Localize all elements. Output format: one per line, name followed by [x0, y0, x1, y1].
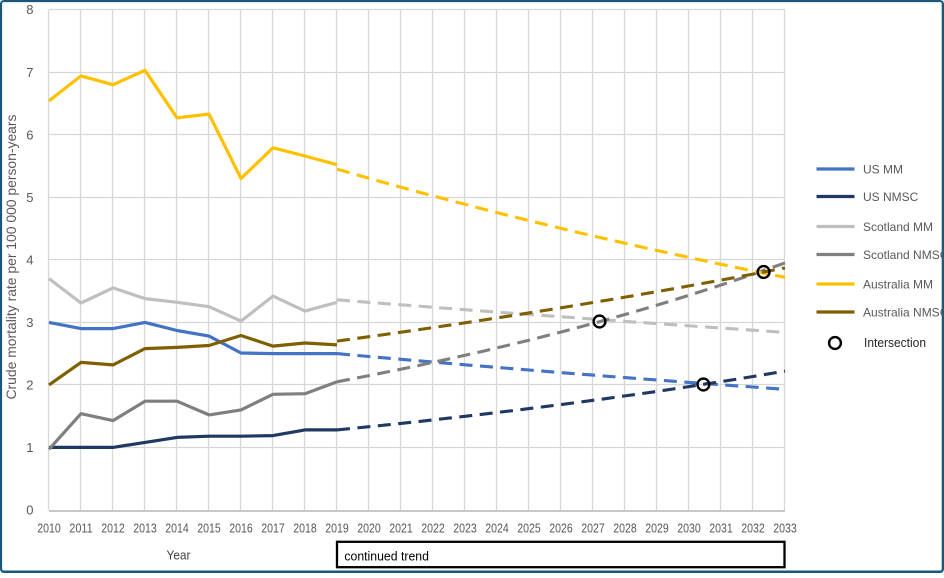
svg-text:US NMSC: US NMSC [863, 190, 919, 204]
svg-text:4: 4 [26, 252, 33, 267]
svg-text:2013: 2013 [133, 520, 157, 535]
svg-text:0: 0 [26, 503, 33, 518]
svg-text:Intersection: Intersection [864, 336, 926, 350]
svg-text:2027: 2027 [581, 520, 605, 535]
svg-text:Scotland NMSC: Scotland NMSC [863, 248, 944, 262]
svg-text:2025: 2025 [517, 520, 541, 535]
svg-text:2031: 2031 [709, 520, 733, 535]
svg-text:2028: 2028 [613, 520, 637, 535]
svg-text:2014: 2014 [165, 520, 189, 535]
svg-text:3: 3 [26, 315, 33, 330]
svg-text:2019: 2019 [325, 520, 349, 535]
svg-text:2010: 2010 [37, 520, 61, 535]
svg-text:8: 8 [26, 2, 33, 17]
svg-text:2016: 2016 [229, 520, 253, 535]
svg-text:continued trend: continued trend [344, 549, 429, 564]
svg-text:5: 5 [26, 190, 33, 205]
svg-text:2032: 2032 [741, 520, 765, 535]
svg-text:2030: 2030 [677, 520, 701, 535]
svg-text:Crude mortality rate per 100 0: Crude mortality rate per 100 000 person-… [3, 115, 19, 400]
svg-text:2022: 2022 [421, 520, 445, 535]
svg-text:2020: 2020 [357, 520, 381, 535]
svg-text:2023: 2023 [453, 520, 477, 535]
svg-text:2024: 2024 [485, 520, 509, 535]
svg-text:Year: Year [167, 547, 192, 562]
svg-text:2011: 2011 [69, 520, 93, 535]
svg-text:2021: 2021 [389, 520, 413, 535]
svg-text:2017: 2017 [261, 520, 285, 535]
svg-text:2018: 2018 [293, 520, 317, 535]
svg-text:2012: 2012 [101, 520, 125, 535]
svg-text:7: 7 [26, 65, 33, 80]
svg-text:2026: 2026 [549, 520, 573, 535]
svg-text:6: 6 [26, 127, 33, 142]
svg-text:US MM: US MM [863, 162, 903, 176]
svg-text:2015: 2015 [197, 520, 221, 535]
svg-text:Australia MM: Australia MM [863, 277, 933, 291]
svg-text:2029: 2029 [645, 520, 669, 535]
svg-text:Scotland MM: Scotland MM [863, 220, 933, 234]
svg-text:Australia NMSC: Australia NMSC [863, 305, 944, 319]
svg-text:2033: 2033 [773, 520, 797, 535]
svg-text:2: 2 [26, 378, 33, 393]
svg-text:1: 1 [26, 440, 33, 455]
